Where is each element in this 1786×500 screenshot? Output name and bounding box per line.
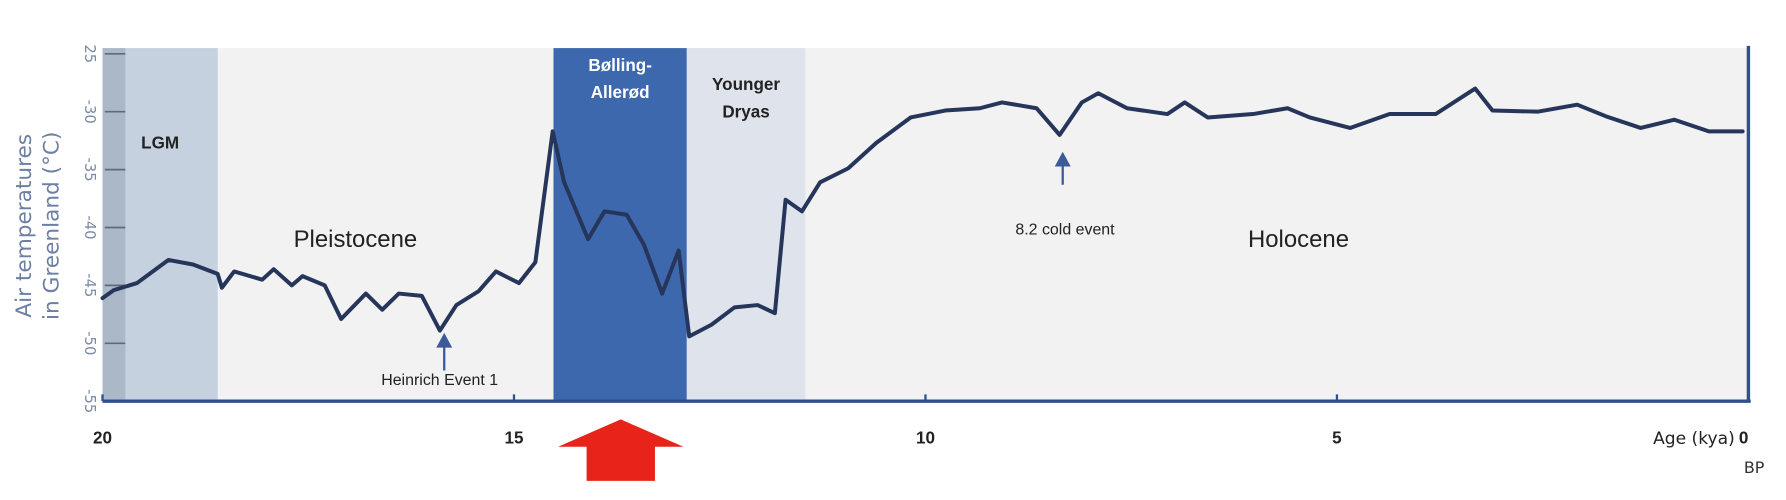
x-tick-label: 15 [504,428,523,447]
region-label: Dryas [722,103,769,122]
annotation: 8.2 cold event [1015,222,1115,239]
regions: LGM Bølling- Allerød Younger Dryas [102,48,806,403]
region-label: Younger [712,75,780,94]
plot-background [102,48,1749,402]
region [686,48,806,403]
y-tick-label: -35 [81,158,98,182]
region [553,48,687,403]
y-tick-label: -50 [81,331,98,355]
x-tick-label: 20 [93,428,112,447]
x-axis-label: Age (kya) [1653,429,1735,449]
annotation: Heinrich Event 1 [381,372,498,389]
region-label: LGM [141,133,179,152]
region-label: Bølling- [588,56,652,75]
x-tick-label: 10 [916,428,935,447]
x-tick-label: 5 [1332,428,1342,447]
x-axis-unit: BP [1744,458,1765,477]
y-tick-label: -45 [81,273,98,297]
event-arrow [436,332,453,371]
y-tick-label: -55 [81,389,98,413]
temperature-line [100,86,1745,339]
x-tick-label: 0 [1739,428,1749,447]
y-tick-label: 25 [81,44,98,63]
plot: 25 -30 -35 -40 -45 -50 -55 Air temperatures in G… [12,44,1765,477]
event-arrow [1054,151,1071,185]
y-tick-label: -30 [81,100,98,124]
axis-ruler [102,48,126,402]
region-label: Allerød [591,83,650,102]
highlight-arrow [558,419,684,481]
annotation: Holocene [1248,226,1349,253]
annotation: Pleistocene [294,226,418,253]
y-axis-label: Air temperatures [12,134,37,318]
y-tick-label: -40 [81,215,98,239]
y-axis-label: in Greenland (°C) [39,132,64,320]
